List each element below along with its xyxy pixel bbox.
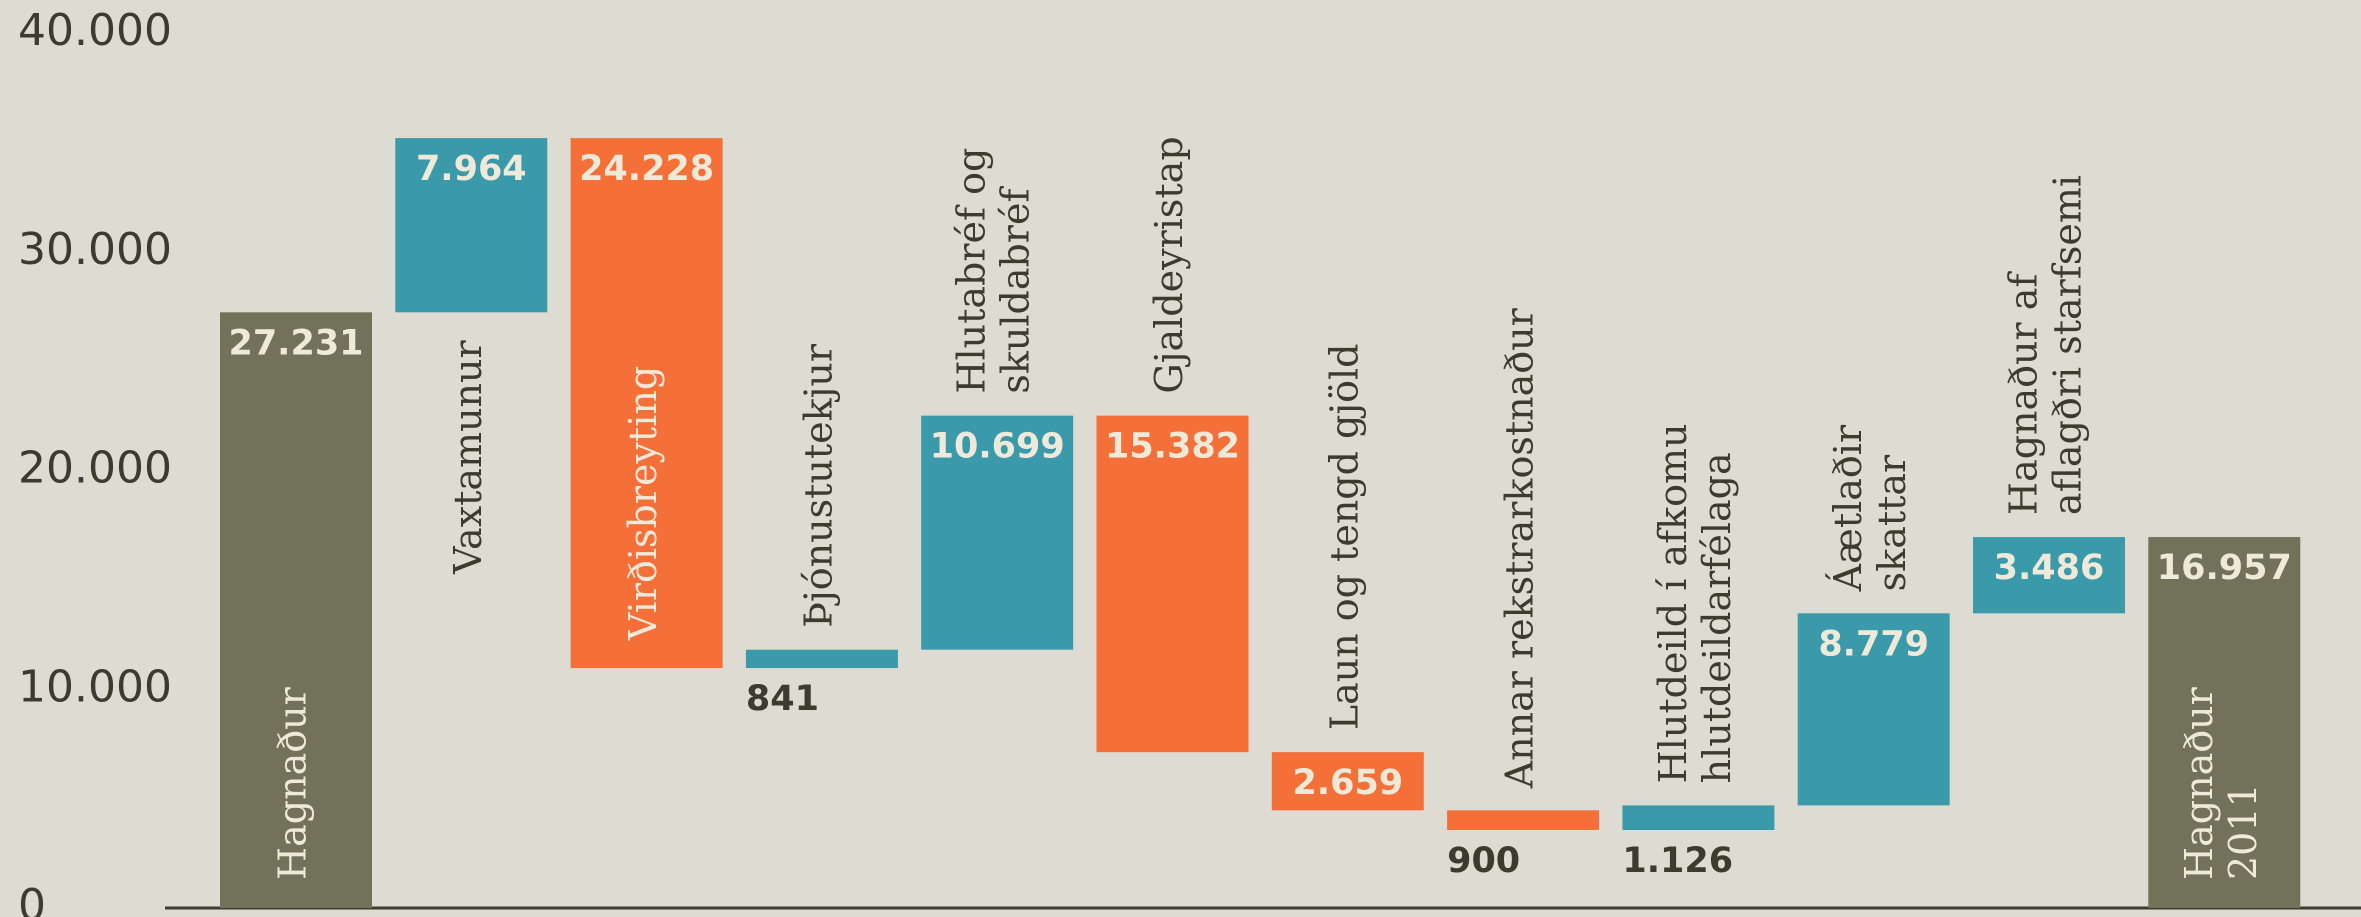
category-label-line: hlutdeildarfélaga bbox=[1695, 452, 1739, 783]
bar bbox=[745, 649, 898, 669]
category-label-line: Þjónustutekjur bbox=[796, 343, 840, 628]
category-label-line: skattar bbox=[1870, 454, 1914, 591]
category-label: Hagnaður af aflagðri starfsemi bbox=[2002, 175, 2090, 515]
category-label: Laun og tengd gjöld bbox=[1322, 344, 1366, 731]
category-label-line: Hagnaður bbox=[2177, 686, 2221, 880]
bar bbox=[395, 138, 548, 313]
value-label: 16.957 bbox=[2157, 548, 2292, 588]
bar bbox=[1096, 415, 1249, 753]
bar bbox=[2148, 537, 2301, 908]
category-label-line: Vaxtamunur bbox=[446, 339, 490, 574]
bar bbox=[570, 138, 723, 669]
bar bbox=[220, 312, 372, 908]
value-label: 15.382 bbox=[1105, 427, 1240, 467]
value-label: 10.699 bbox=[930, 427, 1065, 467]
category-label-line: Hlutdeild í afkomu bbox=[1651, 423, 1695, 783]
category-label: Gjaldeyristap bbox=[1147, 136, 1191, 393]
category-label-line: Annar rekstrarkostnaður bbox=[1498, 307, 1542, 789]
value-label: 1.126 bbox=[1622, 841, 1733, 881]
y-tick-label: 40.000 bbox=[18, 5, 172, 56]
bar bbox=[1447, 810, 1600, 830]
bar bbox=[1622, 805, 1775, 830]
category-label: Vaxtamunur bbox=[446, 339, 490, 574]
category-label-line: Gjaldeyristap bbox=[1147, 136, 1191, 393]
category-label: Hlutabréf og skuldabréf bbox=[950, 148, 1038, 394]
value-label: 841 bbox=[746, 679, 819, 719]
bar bbox=[921, 415, 1074, 650]
value-label: 8.779 bbox=[1818, 624, 1929, 664]
category-label: Hlutdeild í afkomu hlutdeildarfélaga bbox=[1651, 423, 1739, 783]
value-label: 24.228 bbox=[579, 149, 714, 189]
bar bbox=[1271, 752, 1424, 811]
value-label: 27.231 bbox=[228, 323, 363, 363]
y-tick-label: 10.000 bbox=[18, 661, 172, 712]
category-label-line: aflagðri starfsemi bbox=[2046, 175, 2090, 515]
category-label-line: Hlutabréf og bbox=[950, 148, 994, 394]
category-label-line: Laun og tengd gjöld bbox=[1322, 344, 1366, 731]
category-label: Áætlaðir skattar bbox=[1826, 424, 1914, 592]
y-tick-label: 0 bbox=[18, 880, 46, 917]
value-label: 7.964 bbox=[416, 149, 527, 189]
category-label-line: skuldabréf bbox=[994, 186, 1038, 394]
category-label: Þjónustutekjur bbox=[796, 343, 840, 628]
value-label: 3.486 bbox=[1994, 548, 2105, 588]
category-label-line: Hagnaður af bbox=[2002, 271, 2046, 515]
category-label: Hagnaður 2011 bbox=[2177, 686, 2265, 880]
value-label: 2.659 bbox=[1292, 763, 1403, 803]
category-label-line: Virðisbreyting bbox=[621, 366, 665, 641]
bar bbox=[1797, 613, 1950, 806]
bar bbox=[1973, 537, 2125, 614]
y-tick-label: 20.000 bbox=[18, 443, 172, 494]
category-label: Virðisbreyting bbox=[621, 366, 665, 641]
category-label: Hagnaður bbox=[271, 686, 315, 880]
category-label: Annar rekstrarkostnaður bbox=[1498, 307, 1542, 789]
category-label-line: Áætlaðir bbox=[1826, 424, 1870, 592]
category-label-line: 2011 bbox=[2221, 783, 2265, 880]
y-tick-label: 30.000 bbox=[18, 224, 172, 275]
value-label: 900 bbox=[1447, 841, 1520, 881]
category-label-line: Hagnaður bbox=[271, 686, 315, 880]
